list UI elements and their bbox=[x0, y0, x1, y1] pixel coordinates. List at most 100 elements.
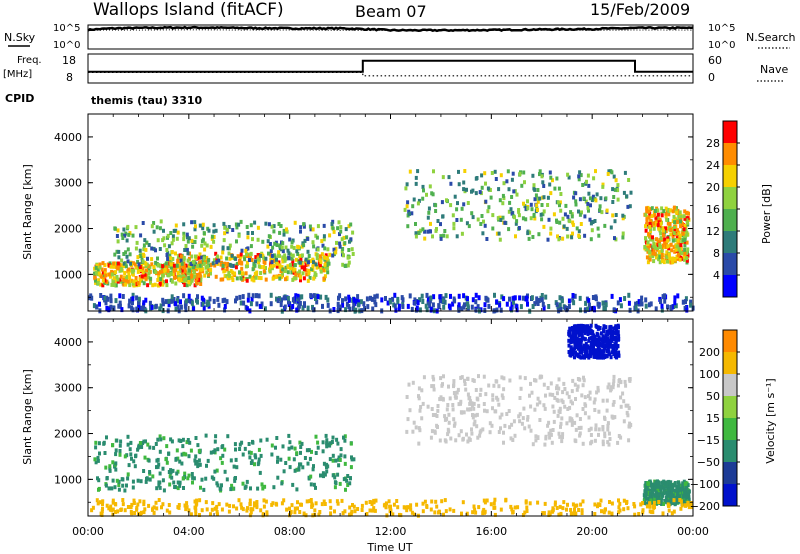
power-cell bbox=[152, 265, 156, 269]
power-cell bbox=[116, 277, 120, 282]
velocity-cell bbox=[591, 336, 595, 341]
velocity-cell bbox=[324, 433, 328, 438]
power-cell bbox=[455, 218, 459, 222]
velocity-cell bbox=[158, 449, 162, 454]
power-cell bbox=[136, 259, 140, 264]
velocity-cell bbox=[341, 511, 345, 516]
velocity-cell bbox=[662, 502, 665, 506]
colorbar-tick-label: 4 bbox=[713, 269, 720, 282]
velocity-cell bbox=[468, 437, 472, 442]
power-cell bbox=[651, 237, 655, 242]
velocity-cell bbox=[370, 502, 374, 506]
velocity-cell bbox=[406, 505, 410, 510]
power-cell bbox=[684, 299, 687, 305]
power-cell bbox=[513, 215, 516, 220]
power-cell bbox=[579, 307, 582, 313]
power-cell bbox=[269, 264, 273, 269]
velocity-cell bbox=[271, 501, 275, 506]
velocity-cell bbox=[584, 329, 588, 334]
power-cell bbox=[200, 255, 204, 260]
power-cell bbox=[299, 274, 303, 279]
velocity-cell bbox=[175, 448, 179, 453]
power-cell bbox=[489, 195, 493, 200]
power-cell bbox=[290, 262, 294, 267]
power-cell bbox=[474, 191, 478, 196]
power-cell bbox=[660, 307, 664, 313]
power-cell bbox=[566, 172, 570, 177]
velocity-cell bbox=[624, 383, 628, 388]
velocity-cell bbox=[466, 392, 470, 397]
power-cell bbox=[178, 269, 182, 274]
power-cell bbox=[195, 264, 199, 269]
power-cell bbox=[139, 233, 143, 238]
power-cell bbox=[503, 220, 507, 225]
power-cell bbox=[302, 243, 306, 248]
velocity-cell bbox=[505, 412, 509, 416]
velocity-cell bbox=[657, 494, 661, 499]
velocity-cell bbox=[558, 504, 562, 509]
power-cell bbox=[121, 236, 125, 240]
power-cell bbox=[683, 216, 687, 221]
velocity-cell bbox=[578, 327, 582, 332]
power-cell bbox=[397, 303, 401, 309]
nsky-label: N.Sky bbox=[4, 31, 36, 44]
power-cell bbox=[601, 184, 605, 189]
power-cell bbox=[169, 256, 173, 261]
power-cell bbox=[121, 263, 125, 268]
power-cell bbox=[174, 223, 178, 228]
velocity-cell bbox=[415, 502, 419, 507]
power-cell bbox=[652, 244, 656, 249]
velocity-cell bbox=[276, 475, 280, 480]
velocity-cell bbox=[253, 453, 257, 458]
velocity-cell bbox=[280, 501, 284, 506]
power-cell bbox=[421, 227, 425, 232]
power-cell bbox=[231, 270, 235, 275]
power-cell bbox=[466, 201, 470, 205]
power-cell bbox=[594, 169, 597, 174]
velocity-cell bbox=[303, 456, 307, 460]
power-cell bbox=[202, 256, 206, 261]
velocity-cell bbox=[151, 474, 155, 479]
power-cell bbox=[648, 234, 652, 239]
velocity-cell bbox=[125, 483, 128, 488]
power-cell bbox=[234, 298, 237, 304]
power-cell bbox=[646, 240, 650, 245]
velocity-cell bbox=[471, 415, 475, 420]
velocity-cell bbox=[234, 457, 238, 462]
power-cell bbox=[120, 232, 124, 237]
nave-tick-bottom: 0 bbox=[708, 71, 715, 84]
power-cell bbox=[539, 212, 543, 217]
velocity-cell bbox=[606, 336, 610, 341]
power-cell bbox=[627, 292, 631, 298]
power-cell bbox=[171, 237, 175, 242]
power-cell bbox=[604, 302, 608, 308]
velocity-cell bbox=[502, 440, 505, 445]
power-cell bbox=[331, 219, 335, 224]
velocity-cell bbox=[411, 380, 415, 385]
velocity-cell bbox=[671, 500, 675, 505]
power-cell bbox=[347, 248, 351, 252]
power-cell bbox=[203, 273, 207, 278]
velocity-cell bbox=[429, 435, 433, 440]
y-tick-label: 2000 bbox=[54, 223, 82, 236]
power-cell bbox=[625, 194, 629, 199]
power-cell bbox=[351, 252, 355, 256]
velocity-cell bbox=[617, 353, 621, 358]
velocity-cell bbox=[272, 485, 276, 490]
power-cell bbox=[547, 304, 551, 309]
power-cell bbox=[664, 214, 668, 219]
velocity-cell bbox=[115, 438, 119, 443]
velocity-cell bbox=[473, 507, 477, 512]
velocity-cell bbox=[279, 457, 283, 462]
velocity-cell bbox=[614, 349, 617, 354]
power-cell bbox=[644, 236, 647, 241]
velocity-cell bbox=[241, 481, 245, 486]
power-cell bbox=[344, 296, 348, 302]
power-cell bbox=[223, 307, 227, 313]
power-cell bbox=[153, 282, 157, 287]
power-cell bbox=[514, 221, 518, 226]
velocity-cell bbox=[608, 437, 612, 441]
velocity-cell bbox=[533, 407, 537, 412]
power-cell bbox=[147, 275, 151, 280]
power-cell bbox=[126, 259, 130, 264]
